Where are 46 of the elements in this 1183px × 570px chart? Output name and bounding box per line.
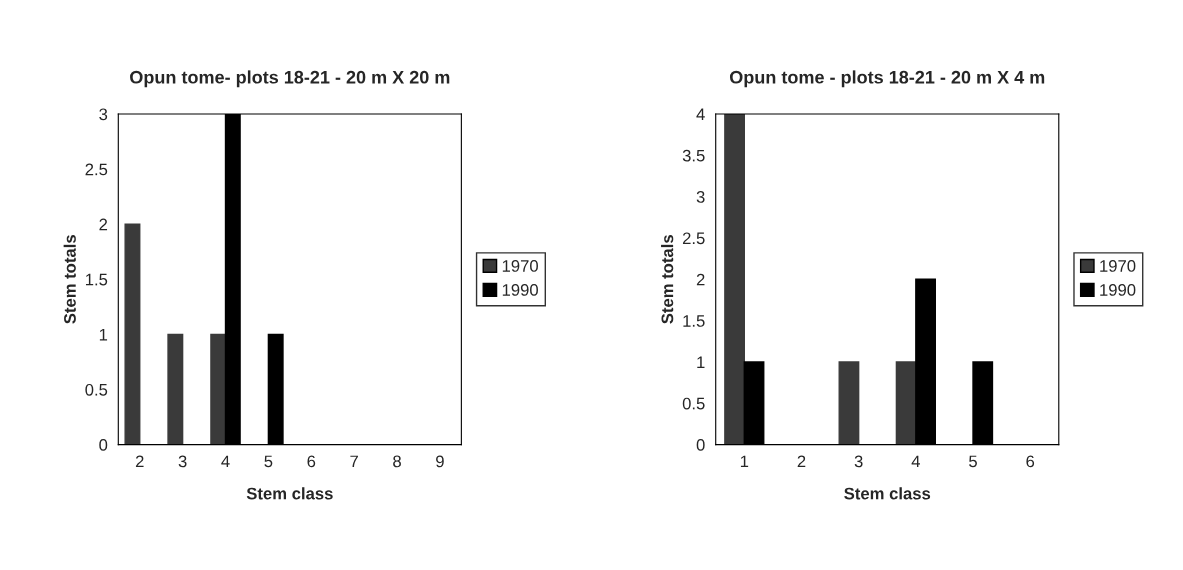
y-tick-label: 4 [696, 108, 705, 121]
legend-label: 1990 [502, 284, 538, 296]
y-tick-label: 0.5 [85, 383, 108, 396]
bar [895, 361, 917, 445]
bar [210, 333, 227, 445]
x-tick-label: 6 [1026, 455, 1035, 468]
chart-title: Opun tome- plots 18-21 - 20 m X 20 m [130, 70, 450, 88]
x-tick-label: 8 [393, 455, 401, 468]
x-tick-label: 5 [969, 455, 977, 468]
x-tick-label: 4 [221, 455, 230, 468]
y-tick-label: 2.5 [85, 163, 108, 176]
legend-label: 1990 [1100, 284, 1136, 296]
chart-title: Opun tome - plots 18-21 - 20 m X 4 m [729, 70, 1045, 88]
y-tick-label: 2 [99, 218, 108, 231]
y-tick-label: 1 [99, 328, 108, 341]
y-tick-label: 2.5 [682, 232, 705, 245]
x-tick-label: 3 [178, 455, 187, 468]
legend-label: 1970 [1100, 260, 1136, 272]
bar [724, 114, 745, 445]
x-tick-label: 5 [264, 455, 273, 468]
y-tick-label: 0.5 [682, 397, 705, 410]
y-tick-label: 1.5 [85, 273, 108, 286]
y-tick-label: 0 [696, 439, 705, 451]
x-tick-label: 2 [135, 455, 144, 468]
x-tick-label: 9 [436, 455, 444, 468]
x-tick-label: 4 [911, 455, 920, 468]
y-tick-label: 0 [99, 439, 108, 451]
y-tick-label: 3 [696, 191, 705, 203]
x-tick-label: 3 [854, 455, 863, 468]
bar [838, 361, 860, 445]
legend-label: 1970 [502, 260, 538, 272]
x-axis-title: Stem class [844, 487, 931, 500]
bar [124, 223, 141, 445]
x-axis-title: Stem class [246, 487, 333, 500]
y-axis-title: Stem totals [63, 235, 76, 324]
y-tick-label: 1 [697, 356, 705, 368]
y-tick-label: 2 [696, 273, 705, 286]
x-tick-label: 1 [740, 455, 749, 468]
y-axis-title: Stem totals [661, 235, 674, 324]
y-tick-label: 3 [99, 108, 108, 121]
y-tick-label: 3.5 [682, 149, 705, 162]
x-tick-label: 7 [350, 455, 358, 468]
bar [167, 333, 184, 445]
x-tick-label: 2 [797, 455, 806, 468]
x-tick-label: 6 [307, 455, 316, 468]
y-tick-label: 1.5 [683, 315, 705, 327]
